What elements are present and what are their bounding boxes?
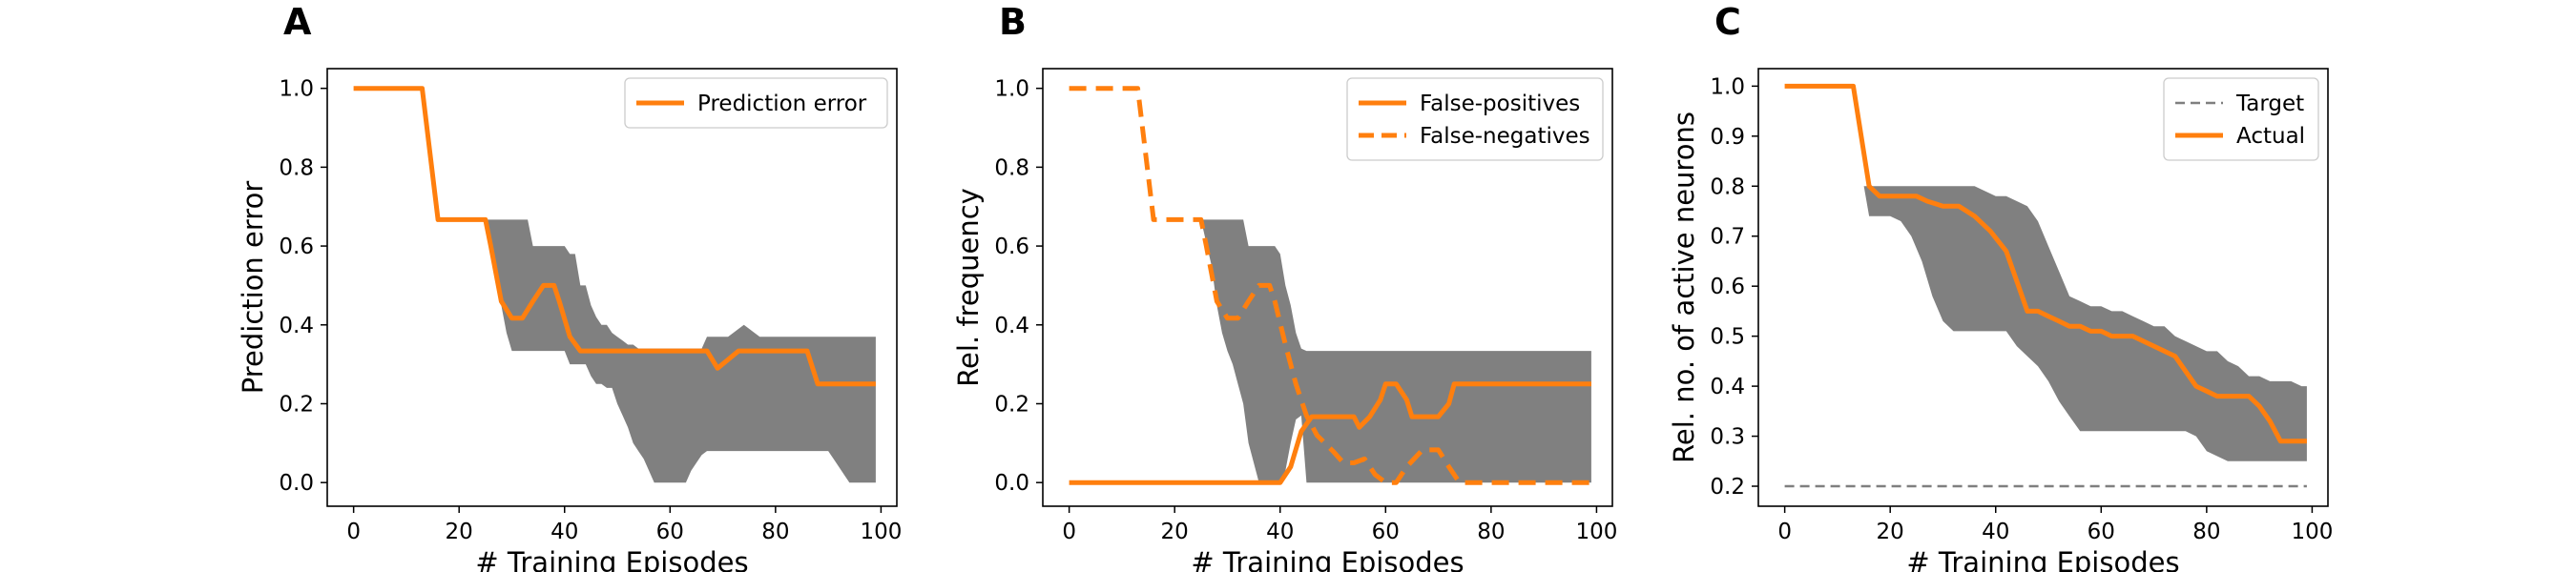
y-tick-label: 0.2: [994, 392, 1029, 417]
x-tick-label: 60: [1372, 520, 1400, 544]
x-tick-label: 80: [1477, 520, 1505, 544]
variance-band: [1863, 186, 2307, 461]
x-tick-label: 20: [1161, 520, 1189, 544]
chart-panel-b: 0 20 40 60 80 100 0.0 0.2 0.4 0.6 0.8 1.0 # Training…: [952, 1, 1617, 572]
chart-panel-a: 0 20 40 60 80 100 0.0 0.2 0.4 0.6 0.8 1.0 # Training…: [237, 1, 902, 572]
x-tick-label: 80: [2192, 520, 2220, 544]
y-tick-label: 0.7: [1710, 225, 1745, 250]
legend-box: [624, 77, 888, 129]
x-axis-label: # Training Episodes: [475, 546, 748, 572]
axes-frame: [1757, 68, 2329, 507]
x-tick-label: 40: [551, 520, 578, 544]
legend-box: [2163, 77, 2319, 161]
series-line-false-negatives: [1069, 86, 1591, 485]
x-tick-label: 100: [1575, 520, 1617, 544]
y-axis-label: Rel. frequency: [952, 188, 985, 387]
legend-label: False-negatives: [1420, 124, 1590, 149]
y-tick-label: 0.8: [279, 155, 314, 180]
y-tick-label: 0.4: [279, 314, 314, 338]
legend: Target Actual: [2163, 77, 2319, 161]
panel-letter: A: [283, 1, 312, 43]
x-tick-label: 60: [2088, 520, 2115, 544]
variance-band: [1200, 219, 1591, 483]
x-tick-label: 20: [1877, 520, 1904, 544]
legend-label: Target: [2235, 92, 2304, 116]
x-tick-label: 0: [1777, 520, 1792, 544]
y-tick-label: 0.4: [1710, 375, 1745, 399]
legend: Prediction error: [624, 77, 888, 129]
y-tick-label: 0.4: [994, 314, 1029, 338]
x-tick-label: 40: [1266, 520, 1294, 544]
x-tick-label: 100: [2291, 520, 2333, 544]
y-tick-label: 0.6: [279, 235, 314, 259]
x-axis-label: # Training Episodes: [1906, 546, 2179, 572]
x-tick-label: 40: [1982, 520, 2009, 544]
y-tick-label: 1.0: [994, 77, 1029, 102]
y-tick-label: 0.6: [1710, 275, 1745, 299]
y-tick-label: 0.6: [994, 235, 1029, 259]
y-tick-label: 0.0: [994, 471, 1029, 496]
chart-panel-c: 0 20 40 60 80 100 0.2 0.3 0.4 0.5 0.6 0.7 0.8 0.9 1.0 #…: [1668, 1, 2333, 572]
x-tick-label: 0: [1062, 520, 1076, 544]
axes-frame: [1042, 68, 1613, 507]
series-line-false-positives: [1069, 381, 1591, 485]
x-tick-label: 80: [761, 520, 789, 544]
y-tick-label: 0.9: [1710, 125, 1745, 150]
x-axis-label: # Training Episodes: [1191, 546, 1464, 572]
x-tick-label: 20: [446, 520, 473, 544]
y-tick-label: 0.3: [1710, 425, 1745, 450]
y-axis-label: Prediction error: [237, 181, 269, 395]
series-line-actual: [1784, 83, 2307, 444]
panel-letter: C: [1714, 1, 1741, 43]
y-tick-label: 0.8: [994, 155, 1029, 180]
axes-frame: [326, 68, 898, 507]
y-tick-label: 0.2: [279, 392, 314, 417]
legend-label: Actual: [2236, 124, 2305, 149]
y-tick-label: 0.0: [279, 471, 314, 496]
y-tick-label: 1.0: [279, 77, 314, 102]
y-tick-label: 0.8: [1710, 174, 1745, 199]
legend-label: False-positives: [1420, 92, 1580, 116]
legend-label: Prediction error: [697, 92, 867, 116]
y-tick-label: 1.0: [1710, 74, 1745, 99]
legend-box: [1346, 77, 1604, 161]
series-line-prediction-error: [353, 86, 876, 387]
y-tick-label: 0.2: [1710, 475, 1745, 500]
x-tick-label: 60: [656, 520, 684, 544]
x-tick-label: 100: [860, 520, 902, 544]
x-tick-label: 0: [346, 520, 361, 544]
y-tick-label: 0.5: [1710, 325, 1745, 350]
panel-letter: B: [999, 1, 1027, 43]
y-axis-label: Rel. no. of active neurons: [1668, 112, 1700, 463]
legend: False-positives False-negatives: [1346, 77, 1604, 161]
